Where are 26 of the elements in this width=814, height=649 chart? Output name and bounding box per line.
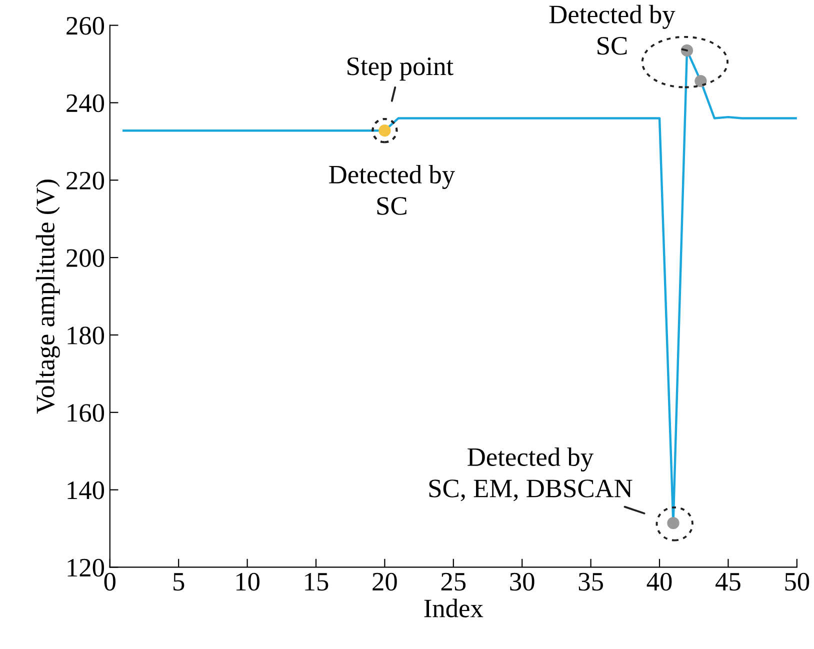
y-tick-label: 260: [66, 16, 104, 35]
y-tick-label: 180: [68, 326, 104, 344]
x-tick-label: 35: [578, 572, 603, 591]
x-tick-label: 40: [646, 572, 672, 591]
annotation: Detected by SC: [329, 164, 455, 215]
y-tick-label: 140: [68, 481, 104, 500]
y-tick-label: 220: [66, 172, 104, 190]
point: [694, 74, 707, 88]
x-axis-title: Index: [424, 598, 484, 618]
y-tick-label: 200: [66, 249, 104, 267]
x-tick-label: 50: [785, 572, 810, 591]
y-tick-label: 160: [68, 404, 104, 422]
x-tick-label: 15: [305, 572, 328, 591]
x-tick-label: 0: [104, 572, 116, 591]
annotation: Step point: [348, 57, 454, 81]
x-tick-label: 20: [372, 572, 397, 591]
y-axis-title: Voltage amplitude (V): [36, 180, 60, 414]
x-tick-label: 25: [441, 572, 466, 591]
x-tick-label: 30: [510, 572, 534, 591]
y-tick-label: 240: [66, 94, 104, 112]
x-tick-label: 10: [236, 572, 260, 591]
x-tick-label: 5: [174, 573, 184, 591]
annotation: Detected by SC: [549, 4, 676, 55]
x-tick-label: 45: [716, 573, 740, 591]
annotation: Detected by SC, EM, DBSCAN: [429, 447, 632, 502]
y-tick-label: 120: [68, 558, 104, 577]
